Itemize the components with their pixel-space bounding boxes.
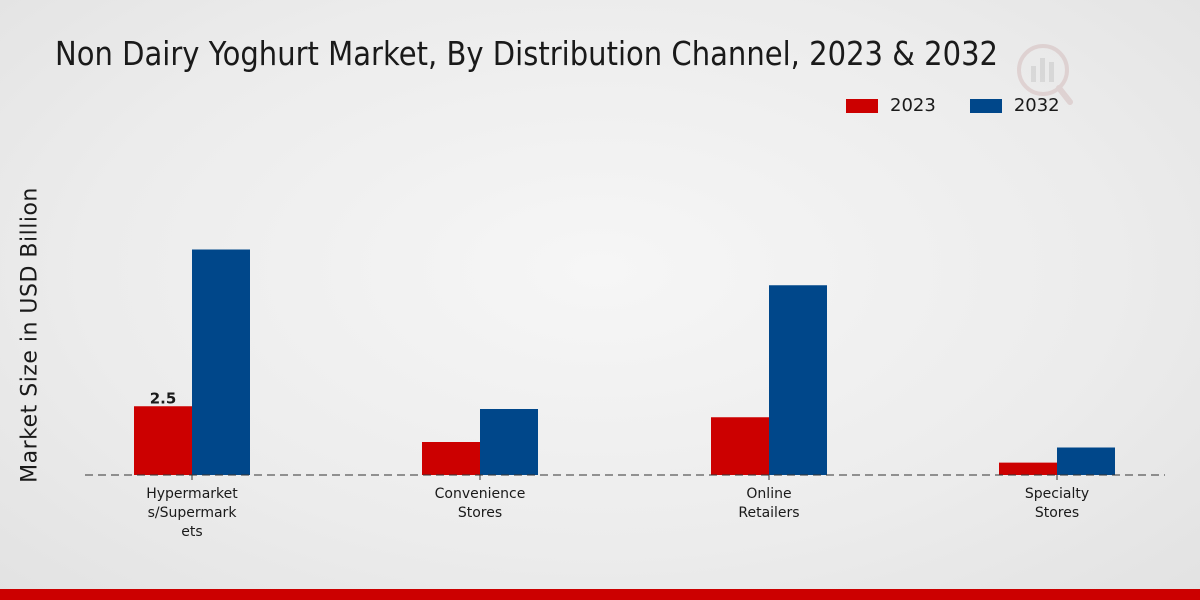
x-tick-label-1-1: Stores [458,505,502,521]
x-tick-label-0-1: s/Supermark [148,505,238,521]
legend-swatch-2032 [969,98,1002,113]
bar-2032-3 [1057,447,1115,475]
x-tick-label-3-0: Specialty [1025,486,1089,502]
x-tick-label-0-2: ets [181,524,202,540]
bar-2023-3 [999,462,1057,475]
bar-2023-1 [422,442,480,475]
legend-label-2032: 2032 [1013,95,1060,116]
legend: 2023 2032 [846,95,1094,116]
bar-2023-2 [711,417,769,475]
legend-item-2032: 2032 [969,95,1060,116]
bottom-accent-bar [0,589,1200,600]
data-label-0: 2.5 [150,389,177,407]
legend-swatch-2023 [846,98,878,113]
legend-label-2023: 2023 [890,95,936,116]
x-tick-label-0-0: Hypermarket [146,486,238,502]
x-tick-label-2-1: Retailers [738,505,799,521]
legend-item-2023: 2023 [846,95,936,116]
watermark-logo-icon [1017,44,1073,105]
bar-2023-0 [134,406,192,475]
bar-2032-2 [769,285,827,475]
bar-2032-1 [480,409,538,475]
bar-2032-0 [192,249,250,475]
x-tick-label-2-0: Online [746,486,791,502]
chart-title: Non Dairy Yoghurt Market, By Distributio… [55,34,999,73]
x-tick-label-3-1: Stores [1035,505,1079,521]
x-tick-label-1-0: Convenience [435,486,526,502]
